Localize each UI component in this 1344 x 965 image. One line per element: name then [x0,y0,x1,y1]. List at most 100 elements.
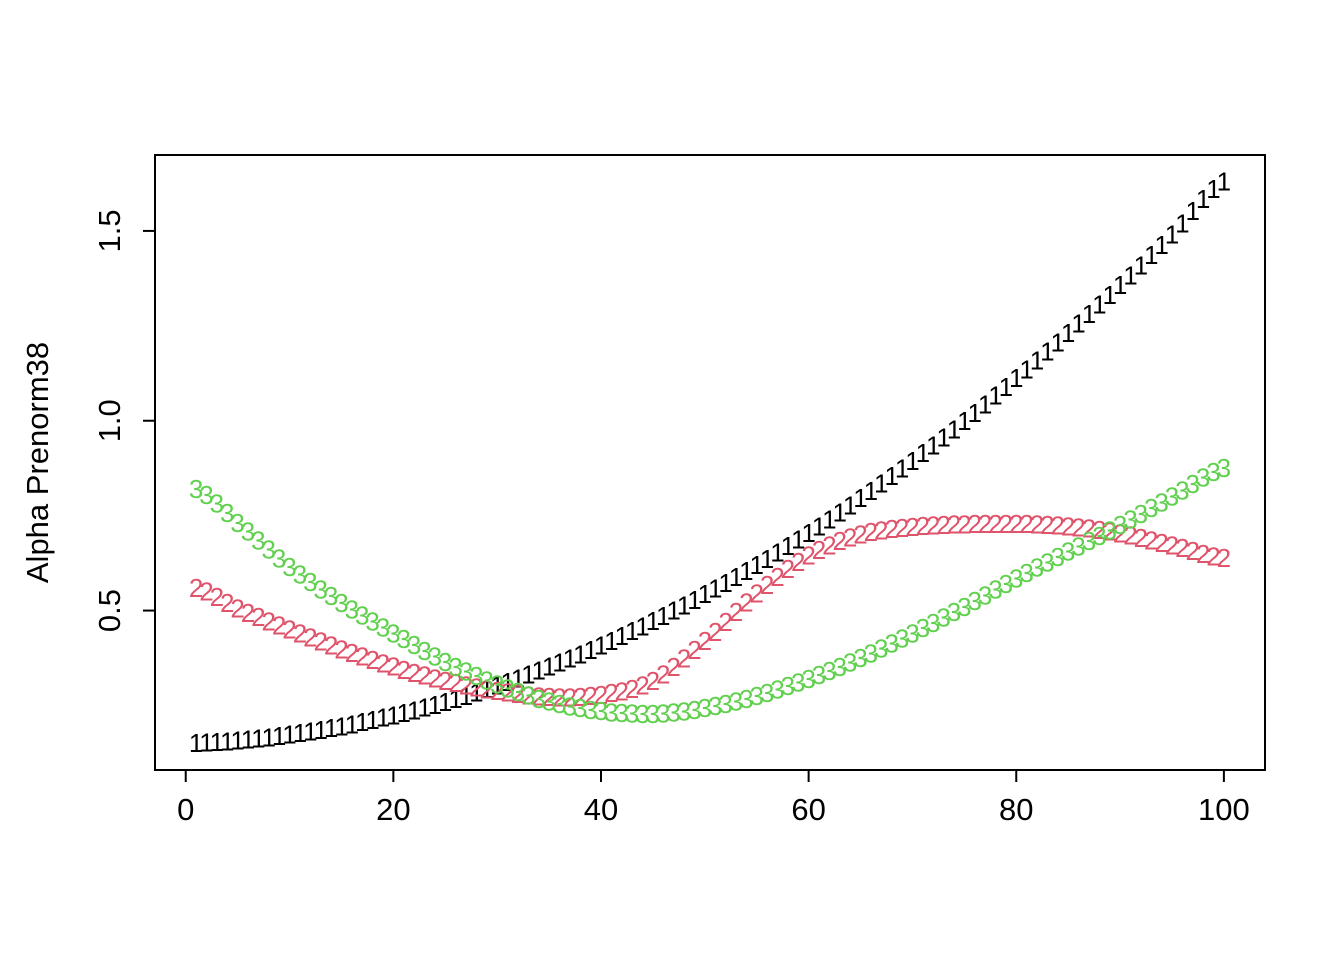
data-point-glyph: 1 [469,678,483,708]
data-point-glyph: 2 [448,668,462,698]
data-point-glyph: 1 [1154,230,1168,260]
data-point-glyph: 2 [760,570,774,600]
data-point-glyph: 1 [1206,174,1220,204]
data-point-glyph: 2 [552,682,566,712]
data-point-glyph: 3 [1092,521,1106,551]
data-point-glyph: 1 [604,626,618,656]
data-point-glyph: 1 [573,639,587,669]
data-point-glyph: 2 [313,627,327,657]
data-point-glyph: 2 [531,681,545,711]
data-point-glyph: 2 [376,649,390,679]
data-point-glyph: 2 [417,661,431,691]
data-point-glyph: 1 [542,652,556,682]
data-point-glyph: 1 [708,574,722,604]
data-point-glyph: 1 [220,726,234,756]
data-point-glyph: 2 [293,619,307,649]
data-point-glyph: 3 [1009,563,1023,593]
data-point-glyph: 2 [1196,539,1210,569]
data-point-glyph: 3 [947,597,961,627]
data-point-glyph: 2 [801,541,815,571]
data-point-glyph: 2 [189,573,203,603]
data-point-glyph: 3 [262,535,276,565]
data-point-glyph: 2 [833,526,847,556]
data-point-glyph: 2 [282,615,296,645]
data-point-glyph: 1 [760,544,774,574]
data-point-glyph: 1 [199,728,213,758]
data-point-glyph: 1 [365,705,379,735]
data-point-glyph: 3 [967,586,981,616]
data-point-glyph: 2 [646,666,660,696]
data-point-glyph: 2 [718,607,732,637]
data-point-glyph: 3 [791,668,805,698]
data-point-glyph: 1 [521,660,535,690]
data-point-glyph: 2 [1123,521,1137,551]
y-tick-label: 0.5 [92,589,127,632]
data-point-glyph: 3 [324,581,338,611]
data-point-glyph: 2 [967,509,981,539]
data-point-glyph: 1 [1061,318,1075,348]
data-point-glyph: 1 [386,700,400,730]
y-tick-label: 1.0 [92,399,127,442]
data-point-glyph: 2 [884,514,898,544]
data-point-glyph: 3 [397,624,411,654]
data-point-glyph: 3 [749,681,763,711]
data-point-glyph: 3 [199,480,213,510]
data-point-glyph: 2 [635,670,649,700]
data-point-glyph: 2 [1061,511,1075,541]
data-point-glyph: 2 [625,674,639,704]
x-tick-label: 80 [999,792,1033,827]
data-point-glyph: 3 [500,673,514,703]
data-point-glyph: 2 [1051,510,1065,540]
data-point-glyph: 2 [407,658,421,688]
data-point-glyph: 2 [791,547,805,577]
data-point-glyph: 2 [324,630,338,660]
data-point-glyph: 2 [521,680,535,710]
data-point-glyph: 1 [718,568,732,598]
data-point-glyph: 1 [739,556,753,586]
data-point-glyph: 1 [1030,345,1044,375]
data-point-glyph: 2 [1040,510,1054,540]
data-point-glyph: 2 [241,598,255,628]
data-point-glyph: 3 [801,664,815,694]
data-point-glyph: 1 [833,497,847,527]
data-point-glyph: 1 [926,430,940,460]
data-point-glyph: 1 [324,713,338,743]
data-point-glyph: 1 [1092,290,1106,320]
data-point-glyph: 2 [936,510,950,540]
x-tick-label: 60 [791,792,825,827]
data-point-glyph: 3 [988,575,1002,605]
data-point-glyph: 2 [272,610,286,640]
data-point-glyph: 3 [936,603,950,633]
data-point-glyph: 1 [801,518,815,548]
data-point-glyph: 1 [1196,184,1210,214]
data-point-glyph: 2 [1102,517,1116,547]
data-point-glyph: 2 [230,594,244,624]
data-point-glyph: 2 [594,680,608,710]
data-point-glyph: 3 [698,693,712,723]
data-point-glyph: 2 [199,577,213,607]
data-point-glyph: 1 [448,684,462,714]
data-point-glyph: 1 [334,711,348,741]
data-point-glyph: 3 [999,569,1013,599]
x-tick-label: 20 [376,792,410,827]
data-point-glyph: 1 [646,606,660,636]
data-point-glyph: 2 [749,578,763,608]
data-point-glyph: 3 [355,601,369,631]
data-point-glyph: 1 [729,562,743,592]
data-point-glyph: 2 [999,509,1013,539]
data-point-glyph: 1 [241,724,255,754]
data-point-glyph: 2 [1071,512,1085,542]
data-point-glyph: 1 [1217,167,1231,197]
data-point-glyph: 1 [490,671,504,701]
data-point-glyph: 1 [1113,270,1127,300]
data-point-glyph: 3 [542,687,556,717]
data-point-glyph: 3 [1186,469,1200,499]
data-point-glyph: 3 [210,488,224,518]
data-point-glyph: 3 [781,671,795,701]
data-point-glyph: 1 [874,469,888,499]
data-point-glyph: 2 [656,660,670,690]
data-point-glyph: 2 [822,530,836,560]
data-point-glyph: 3 [729,686,743,716]
data-point-glyph: 1 [957,406,971,436]
